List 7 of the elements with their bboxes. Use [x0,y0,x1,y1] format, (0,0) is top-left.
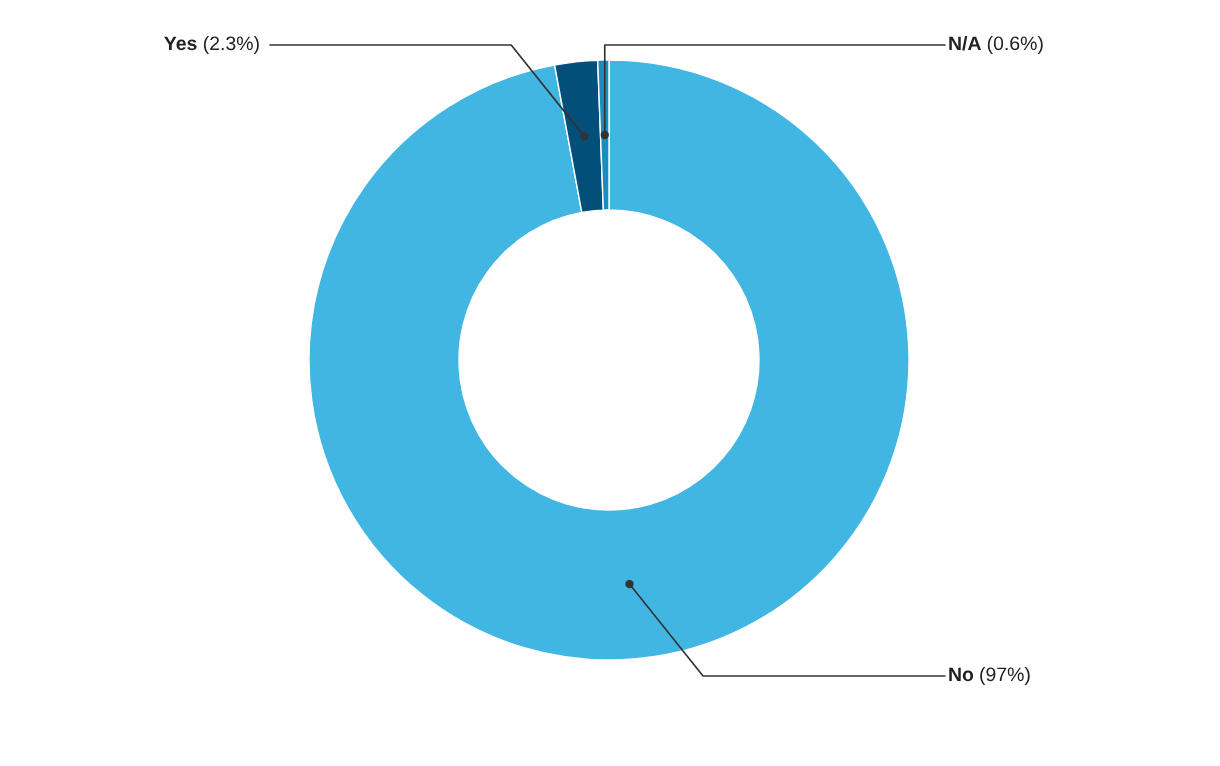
data-label: (97%) [980,666,1030,686]
slice-label: Yes [164,36,197,51]
donut-slice [308,59,910,661]
slice-label: No [949,667,974,682]
data-label: (0.6%) [987,35,1043,55]
data-label: (2.3%) [203,35,259,55]
slice-label: N/A [949,35,981,51]
